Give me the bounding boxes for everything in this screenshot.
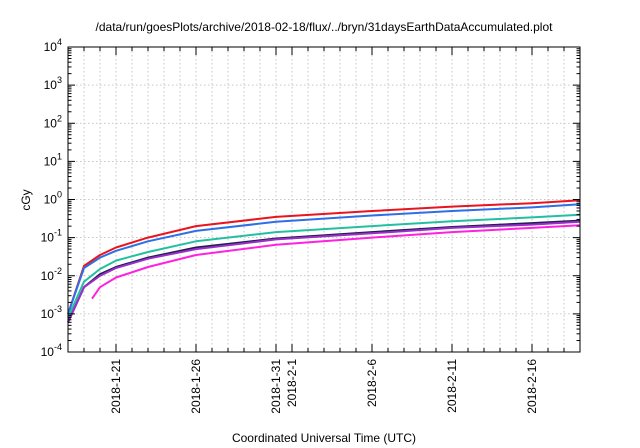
y-tick-label: 10-1 [41, 228, 62, 245]
series-line-3 [67, 213, 581, 319]
x-tick-label: 2018-2-6 [365, 359, 379, 407]
y-axis: 10-4 10-3 10-2 10-1 100 101 102 103 104 [41, 37, 580, 359]
x-tick-label: 2018-2-11 [445, 359, 459, 413]
series-line-2 [67, 203, 581, 315]
x-axis: 2018-1-21 2018-1-26 2018-1-31 2018-2-1 2018-… [83, 47, 565, 414]
x-tick-label: 2018-1-21 [109, 359, 123, 414]
y-tick-label: 103 [44, 75, 62, 92]
series-line-5 [67, 220, 581, 323]
x-axis-label: Coordinated Universal Time (UTC) [232, 431, 416, 445]
y-tick-label: 100 [44, 190, 62, 207]
x-tick-label: 2018-2-16 [525, 359, 539, 414]
series-line-1 [67, 199, 581, 315]
series-line-6 [91, 224, 581, 300]
plot-area [67, 199, 581, 323]
y-tick-label: 102 [44, 113, 62, 130]
y-tick-label: 10-4 [41, 342, 62, 359]
x-tick-label: 2018-1-31 [269, 359, 283, 414]
x-tick-label: 2018-2-1 [285, 359, 299, 407]
y-tick-label: 101 [44, 151, 62, 168]
y-tick-label: 104 [44, 37, 62, 54]
y-tick-label: 10-3 [41, 304, 62, 321]
y-tick-label: 10-2 [41, 266, 62, 283]
grid [68, 47, 580, 352]
chart-title: /data/run/goesPlots/archive/2018-02-18/f… [96, 20, 554, 34]
y-axis-label: cGy [19, 189, 33, 210]
x-tick-label: 2018-1-26 [189, 359, 203, 414]
